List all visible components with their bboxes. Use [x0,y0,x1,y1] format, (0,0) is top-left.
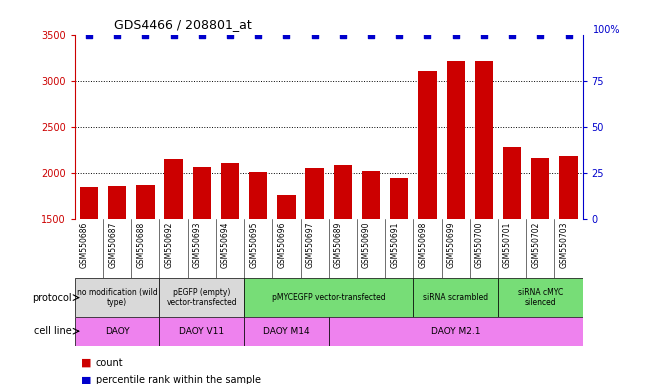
Text: no modification (wild
type): no modification (wild type) [77,288,158,307]
Text: DAOY M2.1: DAOY M2.1 [431,327,480,336]
Bar [559,156,577,219]
Bar [80,187,98,219]
Text: GSM550697: GSM550697 [306,222,314,268]
Text: siRNA scrambled: siRNA scrambled [423,293,488,302]
Text: GSM550686: GSM550686 [80,222,89,268]
Text: GSM550694: GSM550694 [221,222,230,268]
Text: GSM550690: GSM550690 [362,222,371,268]
Bar [108,186,126,219]
Bar [75,278,159,317]
Point [169,31,179,38]
Text: GSM550701: GSM550701 [503,222,512,268]
Bar [165,159,183,219]
Bar [193,167,211,219]
Bar [390,178,408,219]
Text: pEGFP (empty)
vector-transfected: pEGFP (empty) vector-transfected [167,288,237,307]
Point [478,31,489,38]
Text: DAOY V11: DAOY V11 [179,327,225,336]
Point [422,31,433,38]
Text: GSM550703: GSM550703 [560,222,568,268]
Bar [305,168,324,219]
Bar [159,278,244,317]
Bar [249,172,268,219]
Text: 100%: 100% [593,25,620,35]
Bar [221,163,239,219]
Text: siRNA cMYC
silenced: siRNA cMYC silenced [518,288,563,307]
Bar [413,278,498,317]
Point [535,31,546,38]
Bar [447,61,465,219]
Point [450,31,461,38]
Text: GSM550689: GSM550689 [334,222,343,268]
Text: GSM550691: GSM550691 [391,222,399,268]
Point [309,31,320,38]
Bar [503,147,521,219]
Text: GSM550696: GSM550696 [277,222,286,268]
Text: GSM550692: GSM550692 [165,222,174,268]
Bar [329,317,583,346]
Point [563,31,574,38]
Text: DAOY M14: DAOY M14 [263,327,310,336]
Text: GSM550693: GSM550693 [193,222,202,268]
Point [366,31,376,38]
Text: GSM550688: GSM550688 [137,222,145,268]
Text: DAOY: DAOY [105,327,130,336]
Point [84,31,94,38]
Text: count: count [96,358,123,368]
Text: GSM550699: GSM550699 [447,222,456,268]
Bar [159,317,244,346]
Text: GSM550695: GSM550695 [249,222,258,268]
Bar [244,317,329,346]
Point [338,31,348,38]
Bar [419,71,437,219]
Text: pMYCEGFP vector-transfected: pMYCEGFP vector-transfected [272,293,385,302]
Text: protocol: protocol [32,293,72,303]
Bar [75,317,159,346]
Point [112,31,122,38]
Text: cell line: cell line [34,326,72,336]
Bar [362,171,380,219]
Bar [475,61,493,219]
Bar [277,195,296,219]
Point [225,31,235,38]
Bar [244,278,413,317]
Text: percentile rank within the sample: percentile rank within the sample [96,375,260,384]
Bar [136,185,154,219]
Text: GDS4466 / 208801_at: GDS4466 / 208801_at [114,18,252,31]
Point [281,31,292,38]
Point [140,31,150,38]
Point [197,31,207,38]
Point [507,31,518,38]
Text: GSM550702: GSM550702 [531,222,540,268]
Text: ■: ■ [81,375,92,384]
Bar [531,158,549,219]
Bar [334,166,352,219]
Bar [498,278,583,317]
Point [394,31,404,38]
Text: GSM550700: GSM550700 [475,222,484,268]
Text: ■: ■ [81,358,92,368]
Point [253,31,264,38]
Text: GSM550687: GSM550687 [108,222,117,268]
Text: GSM550698: GSM550698 [419,222,428,268]
